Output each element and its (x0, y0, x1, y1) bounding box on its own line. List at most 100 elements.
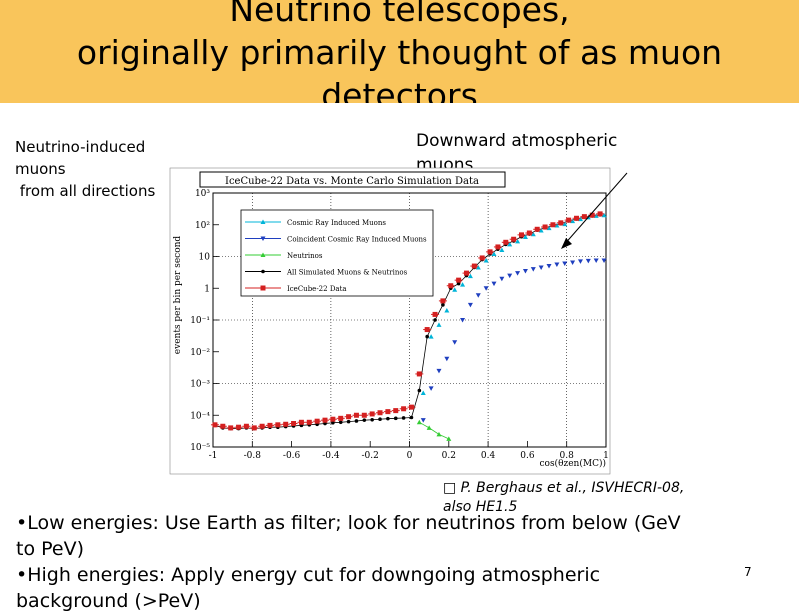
data-point (424, 327, 430, 333)
data-point (597, 211, 603, 217)
data-point (452, 287, 458, 292)
title-bar: Neutrino telescopes, originally primaril… (0, 0, 799, 103)
data-point (558, 220, 564, 226)
data-point (522, 234, 528, 240)
data-point (416, 419, 422, 425)
data-point (542, 224, 548, 230)
data-point (471, 263, 477, 269)
data-point (331, 420, 335, 425)
data-point (260, 285, 266, 291)
data-point (426, 425, 432, 430)
series-2 (416, 419, 452, 441)
annotation-left-line-1: Neutrino-induced (15, 138, 146, 156)
annotation-left-line-3: from all directions (15, 182, 156, 200)
data-point (448, 283, 454, 289)
data-point (507, 241, 513, 247)
data-point (322, 417, 328, 423)
data-point (220, 423, 226, 429)
data-point (487, 249, 493, 255)
bullet-line-2: to PeV) (16, 538, 84, 560)
data-point (409, 415, 414, 420)
data-point (260, 252, 266, 257)
data-point (260, 219, 266, 224)
data-point (440, 298, 446, 304)
data-point (467, 302, 473, 308)
y-tick-label: 10⁻⁴ (190, 411, 210, 421)
data-point (354, 419, 359, 423)
page-number: 7 (744, 565, 752, 579)
data-point (314, 418, 320, 424)
data-point (530, 231, 536, 237)
citation-line-1: □ P. Berghaus et al., ISVHECRI-08, (443, 480, 685, 496)
legend-label: Coincident Cosmic Ray Induced Muons (287, 236, 427, 244)
data-point (261, 269, 265, 274)
data-point (475, 265, 481, 270)
annotation-arrowhead (561, 238, 572, 249)
chart: IceCube-22 Data vs. Monte Carlo Simulati… (169, 167, 628, 475)
data-point (515, 271, 521, 276)
data-point (353, 412, 359, 418)
data-point (306, 419, 312, 425)
x-tick-label: 0.6 (520, 451, 535, 461)
data-point (456, 277, 462, 283)
data-point (385, 409, 391, 415)
data-point (467, 273, 473, 279)
data-marks (210, 211, 607, 441)
data-point (260, 236, 266, 241)
data-point (362, 418, 367, 422)
data-point (291, 420, 297, 426)
x-tick-label: 0 (407, 451, 413, 461)
data-point (463, 270, 469, 276)
data-point (298, 419, 304, 425)
data-point (251, 425, 257, 431)
data-point (601, 258, 607, 263)
data-point (479, 255, 485, 261)
data-point (546, 264, 552, 269)
data-point (346, 419, 351, 424)
data-point (577, 259, 583, 264)
data-point (566, 217, 572, 223)
data-point (538, 265, 544, 271)
data-point (425, 334, 429, 339)
data-point (408, 404, 414, 410)
annotation-arrow (562, 172, 628, 247)
chart-title-box (199, 171, 506, 188)
data-point (401, 406, 407, 412)
data-point (491, 251, 497, 256)
y-tick-label: 10⁻² (190, 348, 210, 358)
y-tick-label: 10² (195, 221, 210, 231)
x-tick-label: 0.8 (560, 451, 575, 461)
data-point (259, 423, 265, 429)
data-point (338, 415, 344, 421)
slide-title-line-2: originally primarily thought of as muon (76, 33, 723, 72)
data-point (417, 388, 422, 393)
data-point (378, 417, 382, 422)
data-point (444, 307, 450, 313)
data-point (534, 226, 540, 232)
data-point (243, 423, 249, 429)
legend-label: Neutrinos (287, 252, 323, 260)
series-4 (210, 211, 605, 431)
data-point (475, 293, 481, 298)
data-point (491, 281, 497, 287)
chart-title: IceCube-22 Data vs. Monte Carlo Simulati… (225, 176, 479, 187)
data-point (433, 318, 437, 322)
data-point (393, 416, 398, 421)
x-tick-label: -0.8 (244, 451, 262, 461)
data-point (503, 239, 509, 245)
y-tick-label: 10³ (195, 189, 210, 199)
x-tick-label: -0.6 (283, 451, 301, 461)
data-point (495, 244, 501, 250)
data-point (436, 431, 442, 437)
data-point (444, 356, 450, 362)
data-point (460, 282, 466, 287)
axes: -1 -0.8 -0.6 -0.4 -0.2 0 0.2 0.4 0.6 0.8 1 10⁻⁵ 10⁻⁴… (173, 189, 609, 469)
data-point (577, 216, 583, 222)
data-point (589, 212, 595, 218)
data-point (446, 436, 452, 441)
legend: Cosmic Ray Induced Muons Coincident Cosmi… (240, 209, 434, 297)
data-point (377, 410, 383, 416)
data-point (428, 386, 434, 391)
data-point (346, 414, 352, 420)
data-point (554, 262, 560, 267)
